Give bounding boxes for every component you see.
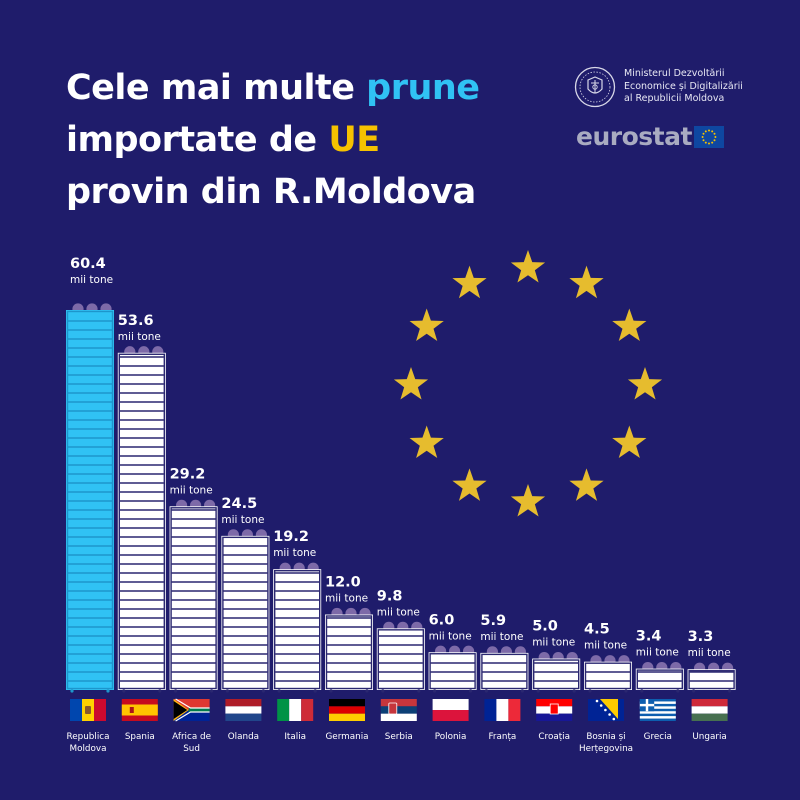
category-label: Africa de Sud	[172, 732, 211, 754]
unit-label: mii tone	[377, 606, 420, 618]
unit-label: mii tone	[480, 631, 523, 643]
eurostat-logo: eurostat	[576, 122, 724, 151]
bars-group	[66, 303, 736, 693]
bar	[635, 662, 684, 693]
title-line2: importate de	[66, 120, 329, 160]
category-label: Spania	[125, 732, 155, 742]
eu-star-icon	[569, 265, 604, 299]
eu-star-icon	[452, 468, 487, 501]
flag-spain-icon	[121, 699, 158, 721]
bar	[117, 346, 166, 693]
ministry-logo: Ministerul Dezvoltării Economice și Digi…	[574, 66, 764, 108]
ministry-seal-icon	[574, 66, 616, 108]
unit-label: mii tone	[584, 640, 627, 652]
unit-label: mii tone	[221, 514, 264, 526]
flag-germany-icon	[329, 699, 365, 721]
category-label: Bosnia și Herțegovina	[579, 732, 633, 754]
bar	[66, 303, 114, 693]
eu-star-icon	[612, 308, 647, 342]
title-highlight-prune: prune	[366, 68, 480, 108]
flag-moldova-icon	[70, 699, 106, 721]
value-label: 53.6	[118, 313, 154, 329]
flag-south-africa-icon	[173, 698, 210, 722]
category-labels-group: Republica Moldova Spania Africa de Sud Olanda…	[67, 732, 727, 754]
eu-flag-icon	[693, 125, 724, 148]
eu-star-icon	[510, 484, 546, 517]
bar	[687, 662, 736, 693]
bar	[584, 655, 632, 693]
unit-label: mii tone	[118, 331, 161, 343]
flags-group	[70, 698, 728, 722]
title-line3: provin din R.Moldova	[66, 172, 476, 212]
unit-label: mii tone	[325, 593, 368, 605]
category-label: Franța	[488, 732, 516, 742]
eu-star-icon	[409, 308, 444, 342]
flag-france-icon	[484, 699, 521, 721]
category-label: Grecia	[644, 732, 672, 742]
bar	[169, 499, 218, 693]
unit-label: mii tone	[636, 647, 679, 659]
eu-star-icon	[569, 468, 604, 501]
bar	[221, 529, 270, 693]
unit-label: mii tone	[170, 484, 213, 496]
value-label: 9.8	[377, 588, 403, 604]
bar	[325, 607, 373, 693]
category-label: Italia	[284, 732, 306, 742]
unit-label: mii tone	[273, 547, 316, 559]
category-label: Serbia	[385, 732, 413, 742]
unit-label: mii tone	[70, 274, 113, 286]
eu-star-icon	[409, 425, 444, 459]
value-label: 19.2	[273, 529, 309, 545]
category-label: Ungaria	[692, 732, 726, 742]
value-label: 3.3	[688, 629, 714, 645]
value-labels-group: 60.4 mii tone 53.6 mii tone 29.2 mii tone 24.5…	[70, 256, 731, 659]
eu-star-icon	[393, 367, 429, 400]
unit-label: mii tone	[429, 630, 472, 642]
page-title: Cele mai multe prune importate de UE pro…	[66, 62, 480, 218]
eurostat-wordmark: eurostat	[576, 122, 692, 151]
unit-label: mii tone	[532, 637, 575, 649]
value-label: 60.4	[70, 256, 106, 272]
eu-star-icon	[510, 250, 546, 283]
category-label: Olanda	[228, 732, 259, 742]
ministry-name-line2: Economice și Digitalizării	[624, 80, 743, 92]
flag-greece-icon	[639, 699, 676, 721]
eu-stars-circle	[393, 250, 663, 517]
title-highlight-ue: UE	[328, 120, 380, 160]
flag-netherlands-icon	[225, 699, 262, 721]
value-label: 5.0	[532, 619, 558, 635]
ministry-name-line3: al Republicii Moldova	[624, 93, 725, 104]
value-label: 4.5	[584, 622, 610, 638]
unit-label: mii tone	[688, 647, 731, 659]
bar	[428, 645, 477, 693]
flag-italy-icon	[277, 699, 314, 721]
bar	[480, 646, 529, 693]
flag-bosnia-icon	[588, 699, 624, 721]
eu-star-icon	[627, 367, 663, 400]
bar	[376, 621, 425, 693]
category-label: Croația	[538, 732, 570, 742]
category-label: Germania	[325, 732, 368, 742]
eu-star-icon	[452, 265, 487, 299]
bar	[532, 651, 581, 693]
value-label: 6.0	[429, 612, 455, 628]
bar	[273, 562, 322, 693]
ministry-name-line1: Ministerul Dezvoltării	[624, 68, 725, 79]
value-label: 29.2	[170, 466, 206, 482]
value-label: 3.4	[636, 629, 662, 645]
flag-serbia-icon	[380, 699, 417, 721]
category-label: Polonia	[435, 732, 467, 742]
category-label: Republica Moldova	[67, 732, 110, 754]
title-line1: Cele mai multe	[66, 68, 367, 108]
flag-croatia-icon	[536, 699, 573, 721]
value-label: 24.5	[221, 496, 257, 512]
flag-hungary-icon	[691, 699, 728, 721]
eu-star-icon	[612, 425, 647, 459]
flag-poland-icon	[432, 699, 469, 721]
value-label: 5.9	[480, 613, 506, 629]
value-label: 12.0	[325, 575, 361, 591]
